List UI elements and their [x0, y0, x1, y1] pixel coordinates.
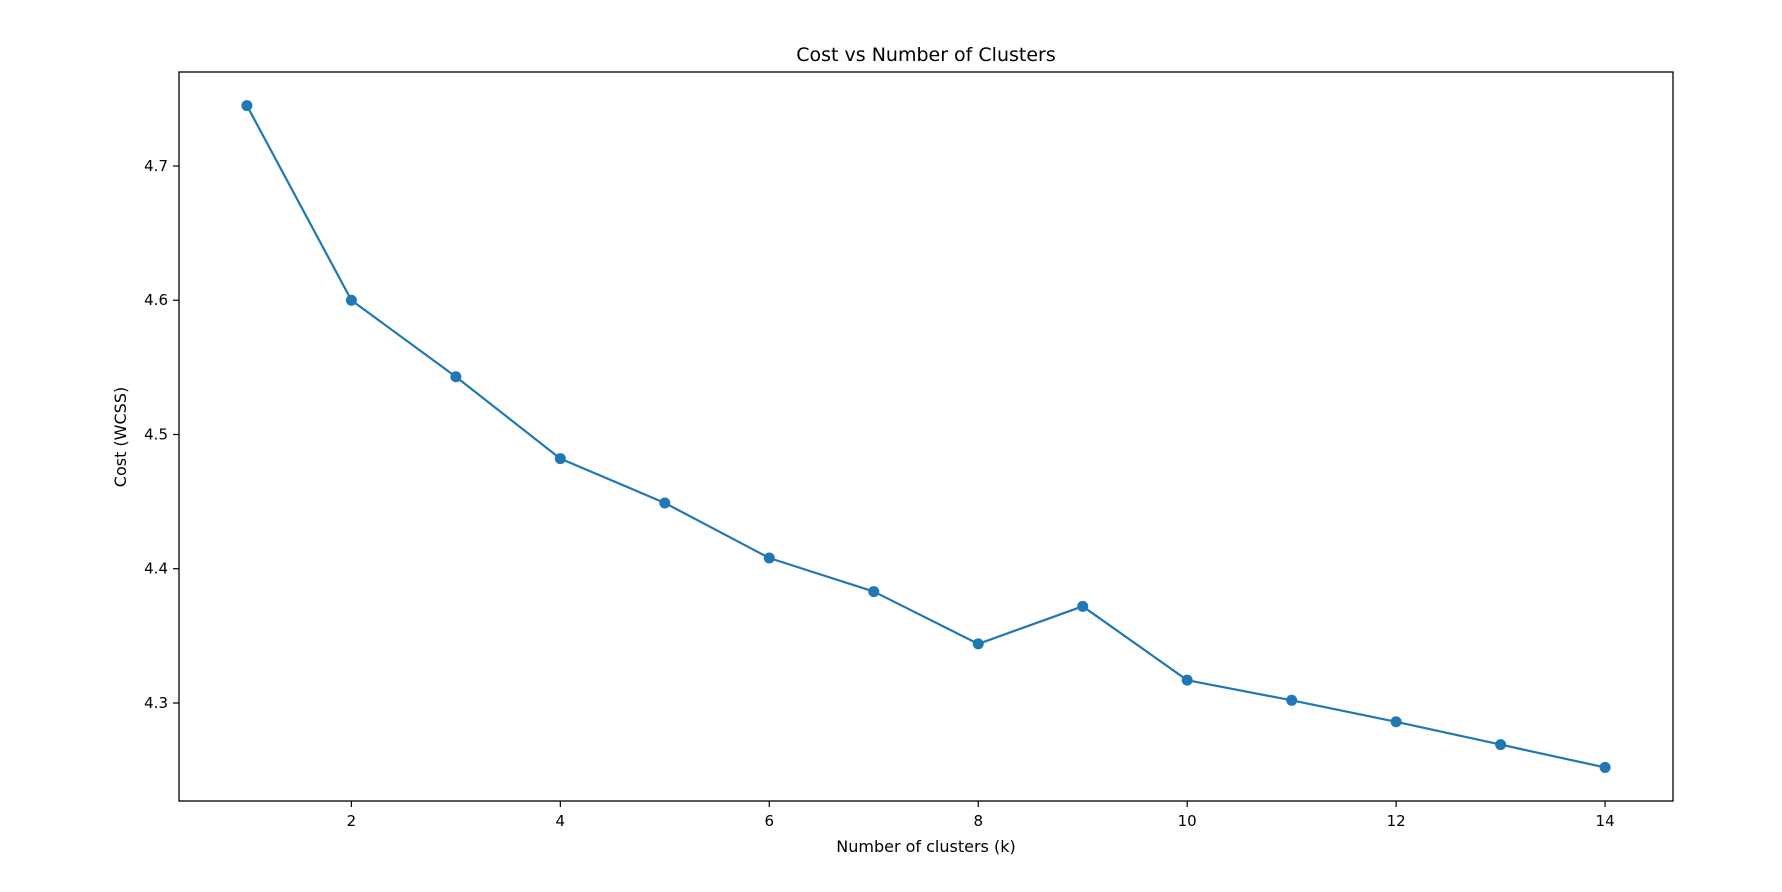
x-axis-ticks: 2 4 6 8 10 12 14: [347, 801, 1615, 830]
data-point: [972, 638, 984, 650]
data-point: [1390, 716, 1402, 728]
data-point: [1286, 694, 1298, 706]
y-axis-label: Cost (WCSS): [111, 387, 130, 487]
data-point: [659, 497, 671, 509]
x-tick-label: 8: [973, 812, 983, 830]
data-point: [868, 586, 880, 598]
y-axis-ticks: 4.3 4.4 4.5 4.6 4.7: [144, 157, 179, 712]
data-point: [345, 294, 357, 306]
x-tick-label: 6: [765, 812, 775, 830]
data-point: [1495, 739, 1507, 751]
x-tick-label: 12: [1387, 812, 1406, 830]
data-point: [554, 453, 566, 465]
data-point: [1181, 674, 1193, 686]
data-point: [241, 100, 253, 112]
data-point: [1599, 761, 1611, 773]
x-tick-label: 2: [347, 812, 357, 830]
x-axis-label: Number of clusters (k): [836, 837, 1015, 856]
data-point: [763, 552, 775, 564]
chart-title: Cost vs Number of Clusters: [796, 44, 1056, 66]
data-point: [450, 371, 462, 383]
y-tick-label: 4.4: [144, 560, 168, 578]
y-tick-label: 4.3: [144, 694, 168, 712]
y-tick-label: 4.5: [144, 425, 168, 443]
y-tick-label: 4.7: [144, 157, 168, 175]
x-tick-label: 4: [556, 812, 566, 830]
plot-frame: [178, 71, 1674, 802]
y-tick-label: 4.6: [144, 291, 168, 309]
x-tick-label: 10: [1178, 812, 1197, 830]
x-tick-label: 14: [1596, 812, 1615, 830]
series-line: [245, 104, 1607, 769]
data-point: [1077, 600, 1089, 612]
plot-marks: [241, 100, 1611, 773]
